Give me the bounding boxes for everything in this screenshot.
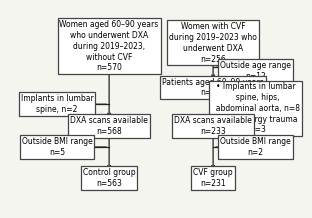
Text: Outside BMI range
n=2: Outside BMI range n=2 <box>220 137 291 157</box>
Text: Control group
n=563: Control group n=563 <box>83 168 135 188</box>
Text: Women aged 60–90 years
who underwent DXA
during 2019–2023,
without CVF
n=570: Women aged 60–90 years who underwent DXA… <box>60 20 159 72</box>
Text: Implants in lumbar
spine, n=2: Implants in lumbar spine, n=2 <box>21 94 94 114</box>
Text: DXA scans available
n=568: DXA scans available n=568 <box>70 116 148 136</box>
Text: • Implants in lumbar
  spine, hips,
  abdominal aorta, n=8
• High-energy trauma
: • Implants in lumbar spine, hips, abdomi… <box>211 82 300 135</box>
Text: Outside age range
n=12: Outside age range n=12 <box>220 61 291 80</box>
Text: CVF group
n=231: CVF group n=231 <box>193 168 233 188</box>
Text: DXA scans available
n=233: DXA scans available n=233 <box>174 116 252 136</box>
Text: Patients aged 60–90 years
n=244: Patients aged 60–90 years n=244 <box>162 78 264 97</box>
Text: Outside BMI range
n=5: Outside BMI range n=5 <box>22 137 93 157</box>
Text: Women with CVF
during 2019–2023 who
underwent DXA
n=256: Women with CVF during 2019–2023 who unde… <box>169 22 257 64</box>
